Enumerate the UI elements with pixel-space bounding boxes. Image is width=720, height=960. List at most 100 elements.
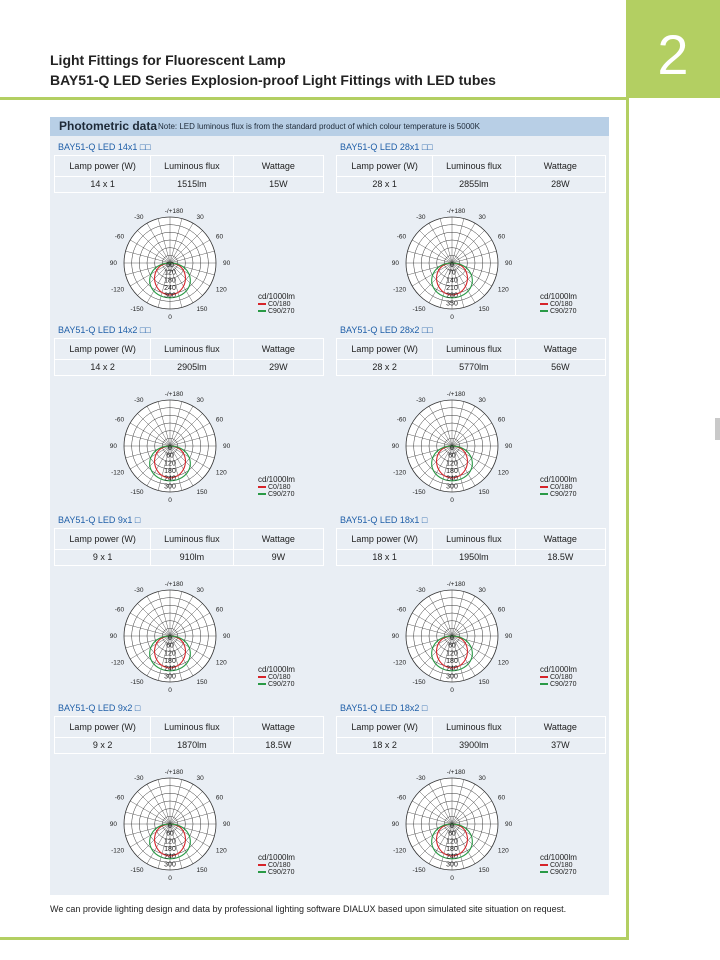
lamp-power-value: 28 x 2 <box>335 359 434 376</box>
ring-value-label: 300 <box>164 861 176 868</box>
product-name: BAY51-Q LED 18x2 □ <box>340 703 428 713</box>
polar-spoke <box>419 603 453 637</box>
ring-value-label: 300 <box>446 861 458 868</box>
legend-swatch <box>540 493 548 495</box>
curve-c90-270 <box>431 823 473 860</box>
polar-diagram: 060120180240300-/+1800-150150-120120-909… <box>392 391 512 504</box>
ring-value-label: 240 <box>164 476 176 483</box>
ring-value-label: 240 <box>164 854 176 861</box>
curve-c90-270 <box>149 445 191 482</box>
polar-spoke <box>130 635 171 660</box>
polar-spoke <box>130 239 171 264</box>
angle-label: -150 <box>130 679 143 686</box>
polar-spoke <box>125 250 171 264</box>
polar-spoke <box>439 445 453 491</box>
angle-label: 30 <box>197 397 205 404</box>
luminous-flux-header: Luminous flux <box>150 155 234 177</box>
polar-spoke <box>137 791 171 825</box>
polar-diagram: 060120180240300-/+1800-150150-120120-909… <box>392 581 512 694</box>
product-name: BAY51-Q LED 9x2 □ <box>58 703 141 713</box>
angle-label: -60 <box>397 234 407 241</box>
polar-spoke <box>412 800 453 825</box>
polar-spoke <box>451 596 476 637</box>
polar-diagram: 070140210280350-/+1800-150150-120120-909… <box>392 208 512 321</box>
polar-spoke <box>146 784 171 825</box>
polar-spoke <box>439 218 453 264</box>
legend-label: C90/270 <box>550 869 577 876</box>
polar-spoke <box>157 401 171 447</box>
angle-label: -150 <box>130 489 143 496</box>
angle-label: -150 <box>412 679 425 686</box>
luminous-flux-value: 1870lm <box>150 737 234 754</box>
angle-label: 120 <box>216 287 227 294</box>
legend-label: C0/180 <box>268 674 291 681</box>
wattage-header: Wattage <box>514 528 607 550</box>
polar-spoke <box>428 445 453 486</box>
angle-label: -90 <box>110 443 117 450</box>
ring-value-label: 0 <box>450 635 454 642</box>
polar-spoke <box>169 635 194 676</box>
legend-label: C0/180 <box>268 301 291 308</box>
polar-spoke <box>169 791 203 825</box>
polar-spoke <box>428 784 453 825</box>
legend-label: C0/180 <box>550 862 573 869</box>
unit-label: cd/1000lm <box>540 665 577 674</box>
ring-value-label: 180 <box>164 658 176 665</box>
product-cell: BAY51-Q LED 28x1 □□ Lamp power (W) Luminou… <box>332 141 611 331</box>
angle-label: 120 <box>216 470 227 477</box>
product-name: BAY51-Q LED 14x2 □□ <box>58 325 151 335</box>
angle-label: 60 <box>216 795 224 802</box>
polar-spoke <box>169 603 203 637</box>
polar-spoke <box>451 239 492 264</box>
angle-label: -30 <box>416 587 426 594</box>
angle-label: -/+180 <box>447 208 466 215</box>
angle-label: 60 <box>498 607 506 614</box>
polar-spoke <box>169 406 194 447</box>
angle-label: 0 <box>450 497 454 504</box>
ring-value-label: 240 <box>164 285 176 292</box>
ring-value-label: 60 <box>448 453 456 460</box>
luminous-flux-value: 2855lm <box>432 176 516 193</box>
angle-label: 60 <box>498 795 506 802</box>
polar-spoke <box>439 823 453 869</box>
legend-label: C90/270 <box>550 681 577 688</box>
lamp-power-value: 9 x 1 <box>53 549 152 566</box>
polar-spoke <box>451 445 492 470</box>
product-cell: BAY51-Q LED 14x1 □□ Lamp power (W) Luminou… <box>50 141 329 331</box>
angle-label: -60 <box>397 795 407 802</box>
angle-label: 120 <box>498 848 509 855</box>
luminous-flux-header: Luminous flux <box>432 338 516 360</box>
polar-spoke <box>451 635 476 676</box>
polar-spoke <box>169 445 183 491</box>
polar-spoke <box>439 262 453 308</box>
chart-legend: cd/1000lm C0/180 C90/270 <box>540 854 577 876</box>
polar-spoke <box>169 262 194 303</box>
wattage-value: 9W <box>232 549 325 566</box>
legend-label: C90/270 <box>550 308 577 315</box>
angle-label: -90 <box>392 633 399 640</box>
luminous-flux-header: Luminous flux <box>432 528 516 550</box>
unit-label: cd/1000lm <box>258 853 295 862</box>
legend-swatch <box>540 310 548 312</box>
angle-label: 150 <box>197 489 208 496</box>
polar-spoke <box>451 612 492 637</box>
polar-spoke <box>451 603 485 637</box>
angle-label: -150 <box>130 867 143 874</box>
polar-spoke <box>169 262 210 287</box>
polar-spoke <box>407 623 453 637</box>
polar-spoke <box>451 413 485 447</box>
legend-label: C90/270 <box>268 491 295 498</box>
polar-spoke <box>169 635 183 681</box>
ring-value-label: 0 <box>168 823 172 830</box>
polar-spoke <box>169 262 183 308</box>
wattage-value: 15W <box>232 176 325 193</box>
legend-label: C0/180 <box>268 484 291 491</box>
angle-label: 90 <box>223 821 230 828</box>
polar-spoke <box>169 239 210 264</box>
polar-spoke <box>451 791 485 825</box>
legend-label: C0/180 <box>550 484 573 491</box>
angle-label: 30 <box>197 587 205 594</box>
polar-spoke <box>451 784 476 825</box>
polar-spoke <box>451 218 465 264</box>
